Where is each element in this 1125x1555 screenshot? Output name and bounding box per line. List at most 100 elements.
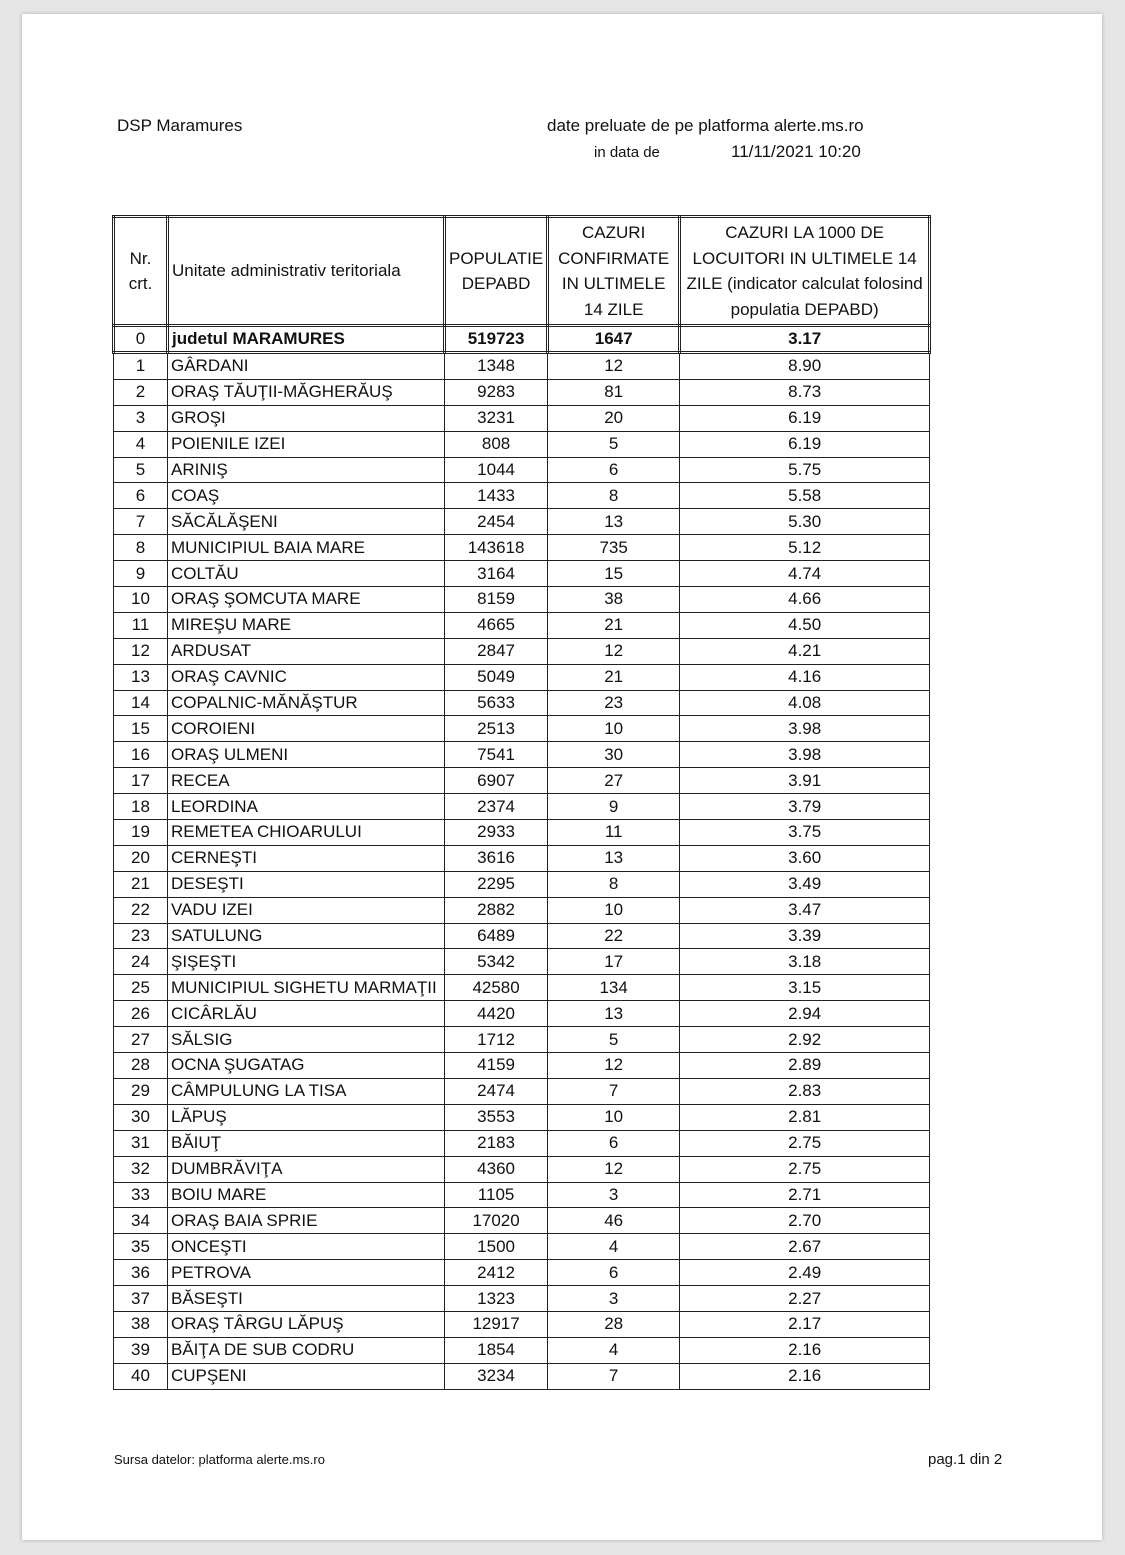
cell-cases: 6 — [547, 456, 681, 484]
cell-nr: 35 — [113, 1233, 168, 1261]
cell-nr: 18 — [113, 793, 168, 821]
column-header-population: POPULATIE DEPABD — [442, 215, 550, 327]
cell-nr: 3 — [113, 404, 168, 432]
organization-name: DSP Maramures — [117, 116, 243, 135]
cell-rate: 2.49 — [679, 1259, 931, 1287]
cell-rate: 4.21 — [679, 637, 931, 665]
cell-cases: 12 — [547, 352, 681, 380]
cell-nr: 15 — [113, 715, 168, 743]
cell-unit: POIENILE IZEI — [167, 430, 445, 458]
cell-rate: 2.70 — [679, 1207, 931, 1235]
cell-unit: VADU IZEI — [167, 896, 445, 924]
table-row: 2 ORAŞ TĂUŢII-MĂGHERĂUŞ 9283 81 8.73 — [113, 378, 931, 406]
cell-rate: 2.16 — [679, 1362, 931, 1390]
cell-nr: 8 — [113, 534, 168, 562]
cell-rate: 2.94 — [679, 1000, 931, 1028]
cell-unit: COROIENI — [167, 715, 445, 743]
table-row: 37 BĂSEŞTI 1323 3 2.27 — [113, 1285, 931, 1312]
footer-source: Sursa datelor: platforma alerte.ms.ro — [114, 1452, 325, 1467]
cell-population: 2882 — [443, 896, 549, 924]
cell-unit: BĂIUŢ — [167, 1129, 445, 1157]
cell-nr: 30 — [113, 1103, 168, 1131]
cell-cases: 11 — [547, 819, 681, 846]
table-row: 22 VADU IZEI 2882 10 3.47 — [113, 896, 931, 924]
cell-cases: 13 — [547, 1000, 681, 1028]
cell-unit: GÂRDANI — [167, 352, 445, 380]
table-row: 5 ARINIŞ 1044 6 5.75 — [113, 456, 931, 484]
county-total-row: 0 judetul MARAMURES 519723 1647 3.17 — [112, 324, 932, 354]
cell-population: 12917 — [443, 1310, 549, 1338]
cell-rate: 2.17 — [679, 1310, 931, 1338]
cell-nr: 25 — [113, 974, 168, 1002]
cell-unit: BOIU MARE — [167, 1181, 445, 1209]
cell-unit: ŞIŞEŞTI — [167, 948, 445, 976]
date-label: in data de — [594, 144, 660, 161]
cell-rate: 6.19 — [679, 404, 931, 432]
cell-nr: 40 — [113, 1362, 168, 1390]
table-row: 6 COAŞ 1433 8 5.58 — [113, 482, 931, 510]
cell-population: 5049 — [443, 663, 549, 691]
cell-nr: 38 — [113, 1310, 168, 1338]
cell-population: 6489 — [443, 922, 549, 950]
cell-rate: 4.66 — [679, 586, 931, 613]
cell-rate: 8.90 — [679, 352, 931, 380]
table-row: 32 DUMBRĂVIŢA 4360 12 2.75 — [113, 1155, 931, 1183]
cell-population: 1105 — [443, 1181, 549, 1209]
cell-unit: DUMBRĂVIŢA — [167, 1155, 445, 1183]
cell-population: 5342 — [443, 948, 549, 976]
table-row: 25 MUNICIPIUL SIGHETU MARMAŢII 42580 134 3.1… — [113, 974, 931, 1002]
cell-nr: 37 — [113, 1285, 168, 1312]
cell-unit: BĂIŢA DE SUB CODRU — [167, 1336, 445, 1364]
table-header-row: Nr. crt. Unitate administrativ teritoria… — [112, 215, 932, 327]
table-row: 10 ORAŞ ŞOMCUTA MARE 8159 38 4.66 — [113, 586, 931, 613]
cell-cases: 10 — [547, 715, 681, 743]
cell-population: 519723 — [442, 324, 550, 354]
cell-rate: 2.27 — [679, 1285, 931, 1312]
cell-cases: 21 — [547, 611, 681, 639]
cell-cases: 10 — [547, 1103, 681, 1131]
cell-cases: 30 — [547, 741, 681, 769]
column-header-nr: Nr. crt. — [112, 215, 169, 327]
cell-rate: 3.17 — [678, 324, 932, 354]
cell-cases: 23 — [547, 689, 681, 717]
cell-population: 808 — [443, 430, 549, 458]
cell-cases: 17 — [547, 948, 681, 976]
cell-cases: 13 — [547, 844, 681, 872]
cell-unit: REMETEA CHIOARULUI — [167, 819, 445, 846]
table-row: 12 ARDUSAT 2847 12 4.21 — [113, 637, 931, 665]
cell-population: 1500 — [443, 1233, 549, 1261]
cell-population: 3616 — [443, 844, 549, 872]
cell-unit: MIREŞU MARE — [167, 611, 445, 639]
cell-unit: MUNICIPIUL SIGHETU MARMAŢII — [167, 974, 445, 1002]
cell-unit: RECEA — [167, 767, 445, 795]
cell-unit: OCNA ŞUGATAG — [167, 1052, 445, 1079]
cell-unit: ORAŞ TĂUŢII-MĂGHERĂUŞ — [167, 378, 445, 406]
cell-nr: 13 — [113, 663, 168, 691]
cell-population: 143618 — [443, 534, 549, 562]
cell-unit: LEORDINA — [167, 793, 445, 821]
table-row: 13 ORAŞ CAVNIC 5049 21 4.16 — [113, 663, 931, 691]
table-row: 40 CUPŞENI 3234 7 2.16 — [113, 1362, 931, 1390]
cell-nr: 1 — [113, 352, 168, 380]
table-row: 38 ORAŞ TÂRGU LĂPUŞ 12917 28 2.17 — [113, 1310, 931, 1338]
cell-cases: 134 — [547, 974, 681, 1002]
cell-nr: 34 — [113, 1207, 168, 1235]
cell-rate: 4.08 — [679, 689, 931, 717]
cell-nr: 11 — [113, 611, 168, 639]
cell-population: 2513 — [443, 715, 549, 743]
cell-nr: 2 — [113, 378, 168, 406]
cell-population: 4665 — [443, 611, 549, 639]
cell-population: 1348 — [443, 352, 549, 380]
cell-unit: ORAŞ BAIA SPRIE — [167, 1207, 445, 1235]
cell-rate: 4.16 — [679, 663, 931, 691]
cell-population: 3553 — [443, 1103, 549, 1131]
table-row: 7 SĂCĂLĂŞENI 2454 13 5.30 — [113, 508, 931, 536]
table-row: 21 DESEŞTI 2295 8 3.49 — [113, 870, 931, 898]
table-row: 34 ORAŞ BAIA SPRIE 17020 46 2.70 — [113, 1207, 931, 1235]
cell-nr: 6 — [113, 482, 168, 510]
cell-nr: 28 — [113, 1052, 168, 1079]
table-row: 35 ONCEŞTI 1500 4 2.67 — [113, 1233, 931, 1261]
table-row: 19 REMETEA CHIOARULUI 2933 11 3.75 — [113, 819, 931, 846]
table-row: 11 MIREŞU MARE 4665 21 4.50 — [113, 611, 931, 639]
cell-nr: 39 — [113, 1336, 168, 1364]
